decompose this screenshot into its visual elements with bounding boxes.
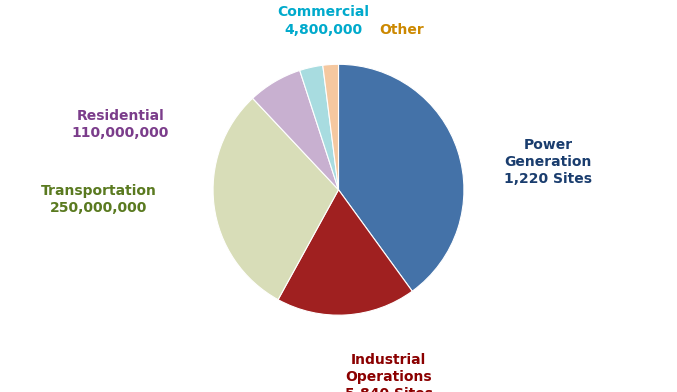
Wedge shape (278, 190, 412, 315)
Wedge shape (338, 64, 464, 291)
Text: Residential
110,000,000: Residential 110,000,000 (72, 109, 169, 140)
Wedge shape (213, 98, 338, 299)
Text: Power
Generation
1,220 Sites: Power Generation 1,220 Sites (504, 138, 592, 187)
Text: Commercial
4,800,000: Commercial 4,800,000 (278, 5, 370, 37)
Wedge shape (300, 65, 338, 190)
Text: Transportation
250,000,000: Transportation 250,000,000 (41, 184, 156, 216)
Wedge shape (253, 71, 338, 190)
Wedge shape (323, 64, 338, 190)
Text: Other: Other (379, 23, 424, 37)
Text: Industrial
Operations
5,840 Sites: Industrial Operations 5,840 Sites (345, 353, 433, 392)
